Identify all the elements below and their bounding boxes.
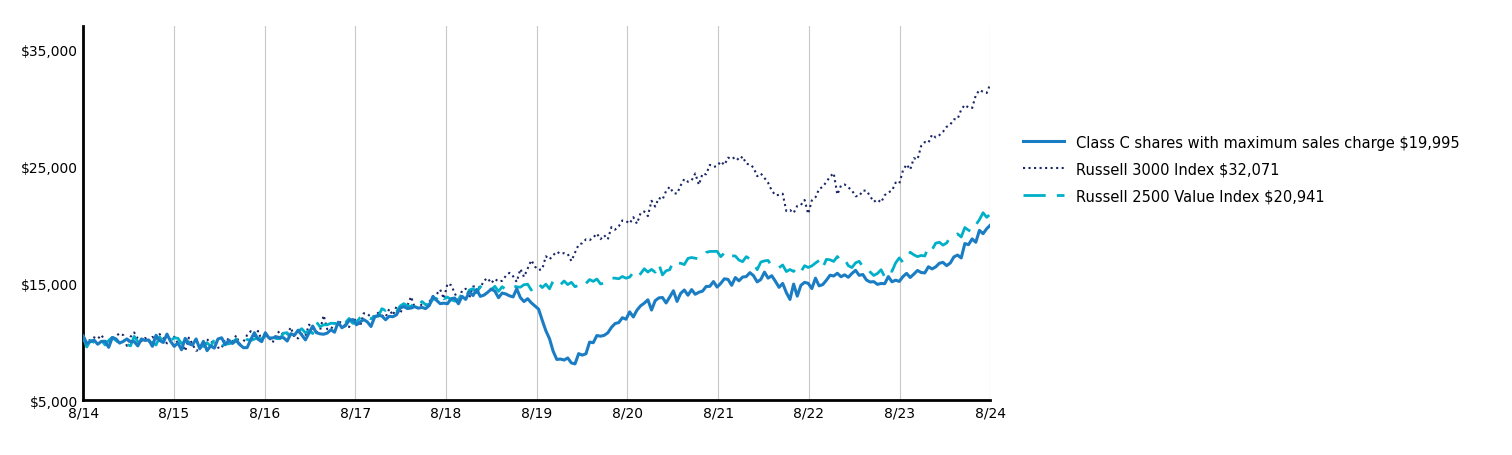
Russell 3000 Index $32,071 [948,117,966,122]
Russell 2500 Value Index $20,941 [74,335,92,340]
Russell 3000 Index $32,071 [227,333,245,339]
Russell 2500 Value Index $20,941 [227,337,245,342]
Line: Russell 2500 Value Index $20,941: Russell 2500 Value Index $20,941 [83,213,990,347]
Russell 3000 Index $32,071 [454,288,472,293]
Class C shares with maximum sales charge $19,995 [224,341,242,346]
Line: Russell 3000 Index $32,071: Russell 3000 Index $32,071 [83,85,990,351]
Russell 3000 Index $32,071 [442,283,460,288]
Class C shares with maximum sales charge $19,995 [981,223,999,228]
Russell 3000 Index $32,071 [981,82,999,87]
Class C shares with maximum sales charge $19,995 [948,253,966,258]
Russell 2500 Value Index $20,941 [981,212,999,217]
Class C shares with maximum sales charge $19,995 [565,361,584,367]
Russell 2500 Value Index $20,941 [77,344,95,350]
Russell 3000 Index $32,071 [175,349,194,354]
Russell 2500 Value Index $20,941 [948,232,966,237]
Line: Class C shares with maximum sales charge $19,995: Class C shares with maximum sales charge… [83,226,990,364]
Russell 2500 Value Index $20,941 [974,211,992,216]
Russell 2500 Value Index $20,941 [442,297,460,303]
Russell 2500 Value Index $20,941 [454,291,472,296]
Class C shares with maximum sales charge $19,995 [438,301,457,307]
Class C shares with maximum sales charge $19,995 [705,279,723,285]
Russell 3000 Index $32,071 [74,338,92,343]
Legend: Class C shares with maximum sales charge $19,995, Russell 3000 Index $32,071, Ru: Class C shares with maximum sales charge… [1016,128,1467,212]
Class C shares with maximum sales charge $19,995 [74,334,92,339]
Russell 2500 Value Index $20,941 [705,249,723,255]
Russell 3000 Index $32,071 [705,165,723,170]
Russell 2500 Value Index $20,941 [602,276,620,281]
Class C shares with maximum sales charge $19,995 [602,325,620,330]
Russell 3000 Index $32,071 [602,225,620,230]
Class C shares with maximum sales charge $19,995 [449,301,467,307]
